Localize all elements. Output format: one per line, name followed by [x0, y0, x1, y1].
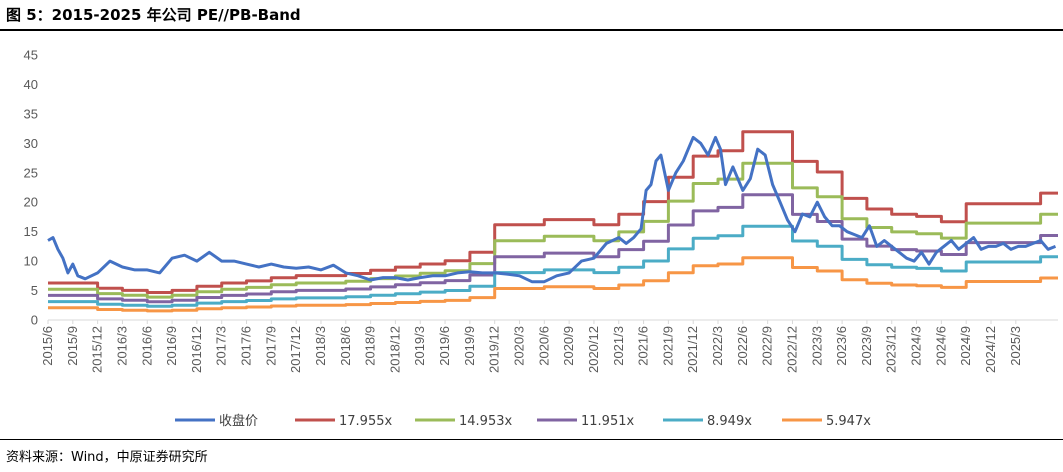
x-tick-label: 2024/9 — [958, 326, 973, 366]
x-tick-label: 2015/6 — [40, 326, 55, 366]
x-tick-label: 2017/3 — [214, 326, 229, 366]
x-tick-label: 2019/3 — [412, 326, 427, 366]
x-tick-label: 2020/12 — [586, 326, 601, 373]
legend-label: 11.951x — [581, 414, 634, 429]
x-tick-label: 2022/9 — [760, 326, 775, 366]
x-tick-label: 2021/6 — [636, 326, 651, 366]
y-tick-label: 40 — [24, 77, 38, 92]
x-tick-label: 2021/3 — [611, 326, 626, 366]
x-tick-label: 2024/6 — [933, 326, 948, 366]
y-tick-label: 30 — [24, 136, 38, 151]
x-tick-label: 2023/6 — [834, 326, 849, 366]
x-tick-label: 2016/6 — [139, 326, 154, 366]
x-tick-label: 2023/9 — [859, 326, 874, 366]
source-note: 资料来源：Wind，中原证券研究所 — [6, 450, 208, 465]
x-tick-label: 2020/9 — [561, 326, 576, 366]
x-tick-label: 2016/12 — [189, 326, 204, 373]
x-tick-label: 2023/3 — [809, 326, 824, 366]
x-tick-label: 2016/9 — [164, 326, 179, 366]
y-tick-label: 25 — [24, 165, 38, 180]
x-tick-label: 2018/12 — [387, 326, 402, 373]
x-tick-label: 2017/12 — [288, 326, 303, 373]
x-tick-label: 2023/12 — [884, 326, 899, 373]
x-tick-label: 2024/3 — [909, 326, 924, 366]
legend: 收盘价 17.955x 14.953x 11.951x 8.949x 5.947x — [175, 413, 871, 429]
band-line-8.949x — [48, 224, 1058, 308]
x-tick-label: 2017/6 — [239, 326, 254, 366]
legend-label: 收盘价 — [219, 413, 258, 429]
x-axis: 2015/6 2015/9 2015/12 2016/3 2016/6 2016/9 201… — [40, 319, 1058, 373]
x-tick-label: 2022/12 — [784, 326, 799, 373]
x-tick-label: 2019/9 — [462, 326, 477, 366]
x-tick-label: 2021/12 — [685, 326, 700, 373]
band-line-11.951x — [48, 193, 1058, 304]
y-axis: 0 5 10 15 20 25 30 35 40 45 — [24, 48, 38, 328]
x-tick-label: 2015/9 — [65, 326, 80, 366]
title-rule — [0, 29, 1063, 31]
legend-label: 14.953x — [459, 414, 512, 429]
x-tick-label: 2020/3 — [511, 326, 526, 366]
y-tick-label: 20 — [24, 195, 38, 210]
figure-title: 图 5：2015-2025 年公司 PE//PB-Band — [6, 6, 301, 24]
y-tick-label: 45 — [24, 48, 38, 63]
x-tick-label: 2022/3 — [710, 326, 725, 366]
band-line-14.953x — [48, 161, 1058, 299]
close-price-line — [47, 135, 1057, 284]
x-tick-label: 2016/3 — [114, 326, 129, 366]
band-line-5.947x — [48, 256, 1058, 313]
x-tick-label: 2018/6 — [338, 326, 353, 366]
legend-label: 17.955x — [339, 414, 392, 429]
x-tick-label: 2018/3 — [313, 326, 328, 366]
x-tick-label: 2022/6 — [735, 326, 750, 366]
y-tick-label: 35 — [24, 106, 38, 121]
x-tick-label: 2015/12 — [90, 326, 105, 373]
legend-label: 8.949x — [707, 414, 752, 429]
y-tick-label: 0 — [31, 313, 38, 328]
x-tick-label: 2021/9 — [660, 326, 675, 366]
x-tick-label: 2019/6 — [437, 326, 452, 366]
x-tick-label: 2025/3 — [1008, 326, 1023, 366]
y-tick-label: 10 — [24, 254, 38, 269]
x-tick-label: 2017/9 — [263, 326, 278, 366]
x-tick-label: 2018/9 — [363, 326, 378, 366]
plot-area — [47, 130, 1058, 313]
x-tick-label: 2020/6 — [536, 326, 551, 366]
source-rule — [0, 439, 1063, 440]
x-tick-label: 2024/12 — [983, 326, 998, 373]
x-tick-label: 2019/12 — [487, 326, 502, 373]
band-line-17.955x — [48, 130, 1058, 294]
y-tick-label: 5 — [31, 283, 38, 298]
y-tick-label: 15 — [24, 224, 38, 239]
legend-label: 5.947x — [826, 414, 871, 429]
